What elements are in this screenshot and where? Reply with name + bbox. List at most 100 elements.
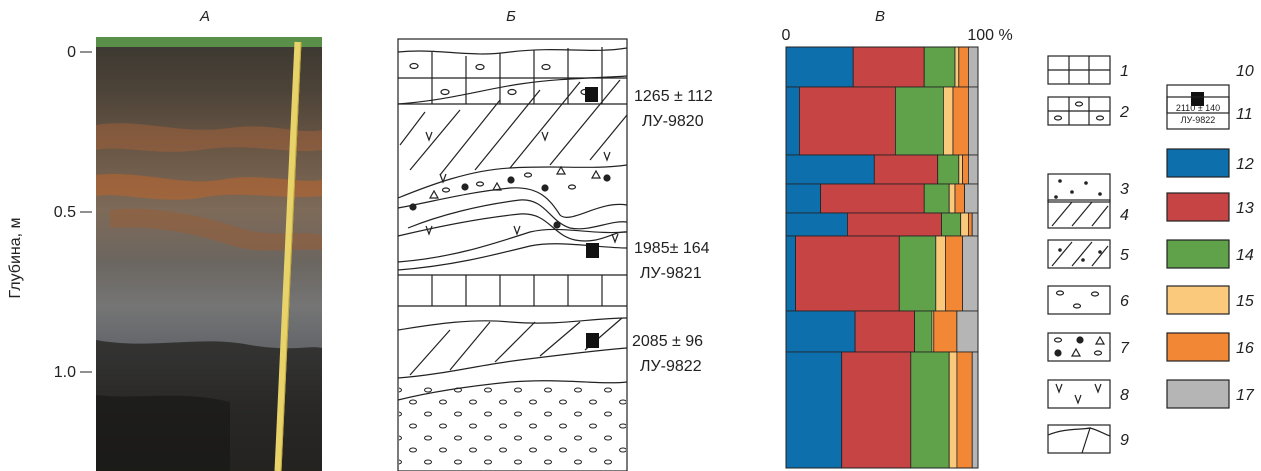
bar-segment-r3-s15	[958, 154, 963, 185]
bar-segment-r4-s14	[923, 183, 950, 214]
bar-segment-r8-s13	[841, 351, 912, 469]
bar-segment-r6-s17	[962, 235, 979, 312]
bar-segment-r5-s15	[960, 212, 969, 237]
legend-num-3: 3	[1120, 181, 1129, 198]
bar-segment-r6-s16	[945, 235, 964, 312]
bar-segment-r7-s17	[956, 310, 979, 353]
bar-segment-r6-s14	[898, 235, 937, 312]
legend-swatch-7	[1047, 332, 1111, 362]
bar-segment-r2-s14	[895, 86, 944, 156]
legend-swatch-8	[1047, 379, 1111, 409]
date-2-age: 1985± 164	[634, 240, 710, 257]
bar-segment-r1-s16	[958, 46, 969, 88]
bar-segment-r6-s12	[785, 235, 797, 312]
bar-segment-r4-s16	[954, 183, 966, 214]
legend-swatch-11	[1166, 96, 1230, 130]
date-1-age: 1265 ± 112	[634, 88, 713, 105]
percent-axis-hundred: 100 %	[967, 27, 1012, 44]
bar-segment-r8-s17	[971, 351, 979, 469]
date-3-age: 2085 ± 96	[632, 333, 703, 350]
bar-segment-r2-s13	[799, 86, 896, 156]
legend-num-11: 11	[1236, 106, 1253, 123]
legend-swatch-14	[1166, 239, 1230, 269]
bar-segment-r5-s13	[847, 212, 942, 237]
depth-axis: 0 0.5 1.0	[54, 44, 92, 381]
legend-swatch-13	[1166, 192, 1230, 222]
bar-segment-r8-s16	[956, 351, 973, 469]
tape-measure	[274, 41, 302, 471]
legend-numbers: 1 2 3 4 5 6 7 8 9 10 11 12 13 14 15 16 1…	[1119, 63, 1255, 449]
panel-b-label: Б	[506, 8, 516, 25]
legend-swatch-5	[1047, 239, 1111, 269]
legend	[1047, 55, 1230, 454]
bar-segment-r5-s17	[971, 212, 979, 237]
stacked-bars	[785, 46, 979, 469]
bar-segment-r2-s17	[968, 86, 979, 156]
depth-tick-0-5: 0.5	[54, 204, 76, 221]
bar-segment-r1-s14	[923, 46, 956, 88]
legend-num-10: 10	[1236, 63, 1254, 80]
legend-num-14: 14	[1236, 247, 1254, 264]
percent-axis-zero: 0	[782, 27, 791, 44]
bar-segment-r2-s12	[785, 86, 800, 156]
bar-segment-r2-s16	[952, 86, 969, 156]
bar-segment-r8-s12	[785, 351, 843, 469]
depth-tick-1-0: 1.0	[54, 364, 76, 381]
legend-num-16: 16	[1236, 340, 1254, 357]
bar-segment-r4-s13	[820, 183, 925, 214]
bar-segment-r4-s12	[785, 183, 821, 214]
date-2-lab: ЛУ-9821	[640, 265, 702, 282]
sample-markers	[585, 87, 599, 348]
bar-segment-r7-s16	[933, 310, 958, 353]
legend-swatch-3	[1047, 173, 1111, 203]
stratigraphic-column	[397, 38, 628, 471]
legend-swatch-2	[1047, 96, 1111, 126]
bar-segment-r6-s13	[795, 235, 900, 312]
bar-segment-r3-s16	[962, 154, 969, 185]
legend-num-15: 15	[1236, 293, 1254, 310]
bar-segment-r5-s14	[941, 212, 962, 237]
legend-num-1: 1	[1120, 63, 1129, 80]
legend-swatch-12	[1166, 148, 1230, 178]
bar-segment-r1-s12	[785, 46, 854, 88]
legend-swatch-17	[1166, 379, 1230, 409]
bar-segment-r4-s17	[964, 183, 979, 214]
legend-color-swatches	[1166, 148, 1230, 409]
legend-num-7: 7	[1120, 340, 1130, 357]
legend-num-2: 2	[1119, 104, 1129, 121]
bar-segment-r3-s14	[937, 154, 960, 185]
bar-segment-r7-s14	[914, 310, 933, 353]
legend-num-8: 8	[1120, 387, 1129, 404]
panel-c-label: В	[875, 8, 885, 25]
legend-num-6: 6	[1120, 293, 1129, 310]
legend-num-5: 5	[1120, 247, 1129, 264]
bar-segment-r1-s15	[954, 46, 960, 88]
legend-swatch-1	[1047, 55, 1111, 85]
depth-axis-title: Глубина, м	[7, 217, 24, 298]
legend-num-4: 4	[1120, 207, 1129, 224]
legend-swatch-16	[1166, 332, 1230, 362]
depth-tick-0: 0	[67, 44, 76, 61]
radiocarbon-dates: 1265 ± 112 ЛУ-9820 1985± 164 ЛУ-9821 208…	[632, 88, 713, 375]
legend-swatch-6	[1047, 285, 1111, 315]
legend-num-13: 13	[1236, 200, 1254, 217]
bar-segment-r1-s17	[968, 46, 979, 88]
bar-segment-r3-s13	[873, 154, 939, 185]
bar-segment-r1-s13	[852, 46, 925, 88]
date-1-lab: ЛУ-9820	[642, 113, 704, 130]
legend-11-line1: 2110 ± 140	[1176, 103, 1220, 113]
bar-segment-r7-s12	[785, 310, 856, 353]
legend-swatch-9	[1047, 424, 1111, 454]
date-3-lab: ЛУ-9822	[640, 358, 702, 375]
bar-segment-r5-s12	[785, 212, 848, 237]
bar-segment-r7-s13	[854, 310, 915, 353]
legend-num-9: 9	[1120, 432, 1129, 449]
bar-segment-r5-s16	[968, 212, 973, 237]
legend-11-line2: ЛУ-9822	[1181, 115, 1216, 125]
soil-photo	[96, 37, 322, 471]
bar-segment-r8-s14	[910, 351, 950, 469]
bar-segment-r4-s15	[948, 183, 956, 214]
legend-swatch-4	[1047, 199, 1111, 229]
bar-segment-r3-s17	[968, 154, 979, 185]
